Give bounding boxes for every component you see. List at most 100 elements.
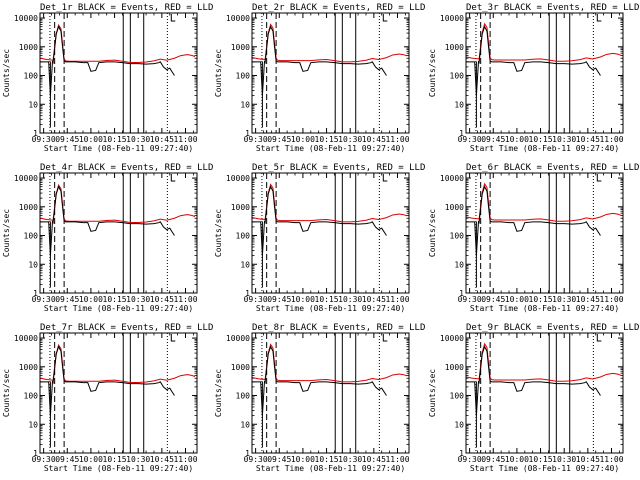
panel-title: Det_6r BLACK = Events, RED = LLD [466,163,639,173]
x-tick-label: 10:00 [79,135,103,144]
y-tick-label: 10000 [440,334,464,343]
x-tick-label: 09:30 [32,295,56,304]
y-tick-label: 10 [28,100,38,109]
y-tick-label: 100 [450,72,465,81]
x-axis-label: Start Time (08-Feb-11 09:27:40) [44,464,193,473]
x-tick-label: 10:00 [291,455,315,464]
y-axis-label: Counts/sec [214,49,223,97]
x-tick-label: 10:15 [529,455,553,464]
x-tick-label: 09:30 [244,295,268,304]
x-tick-label: 10:15 [315,455,339,464]
x-tick-label: 11:00 [385,135,409,144]
y-tick-label: 1 [459,129,464,138]
y-tick-label: 10 [28,260,38,269]
events-series-line [40,345,175,416]
panel-title: Det_7r BLACK = Events, RED = LLD [40,323,213,333]
x-tick-label: 11:00 [599,455,623,464]
bracket-mark [170,14,176,22]
x-tick-label: 11:00 [599,135,623,144]
y-tick-label: 1000 [445,363,464,372]
y-tick-label: 1000 [19,43,38,52]
x-tick-label: 10:30 [126,455,150,464]
x-tick-label: 10:15 [315,135,339,144]
x-tick-label: 10:00 [505,135,529,144]
y-tick-label: 1000 [231,363,250,372]
y-tick-label: 10 [240,420,250,429]
x-tick-label: 10:15 [103,455,127,464]
y-tick-label: 10000 [14,14,38,23]
x-tick-label: 09:45 [267,455,291,464]
y-tick-label: 1000 [231,43,250,52]
lld-series-line [466,182,622,222]
lld-series-line [252,183,408,223]
panel-title: Det_3r BLACK = Events, RED = LLD [466,3,639,13]
x-axis-label: Start Time (08-Feb-11 09:27:40) [256,304,405,313]
y-tick-label: 10000 [226,174,250,183]
detector-panel-1: Det_1r BLACK = Events, RED = LLD Counts/s… [2,3,213,153]
x-tick-label: 10:30 [338,295,362,304]
detector-panel-5: Det_5r BLACK = Events, RED = LLD Counts/s… [214,163,425,313]
x-axis-label: Start Time (08-Feb-11 09:27:40) [470,304,619,313]
x-tick-label: 10:00 [505,295,529,304]
events-series-line [252,185,387,256]
bracket-mark [382,174,388,182]
plot-frame [39,12,198,134]
y-tick-label: 10 [240,260,250,269]
detector-panel-9: Det_9r BLACK = Events, RED = LLD Counts/s… [428,323,639,473]
y-tick-label: 1000 [445,203,464,212]
x-tick-label: 09:45 [481,135,505,144]
y-tick-label: 100 [450,392,465,401]
x-tick-label: 10:30 [338,455,362,464]
lld-series-line [252,343,408,383]
x-tick-label: 10:15 [103,295,127,304]
x-axis-label: Start Time (08-Feb-11 09:27:40) [256,144,405,153]
y-tick-label: 1 [245,289,250,298]
y-tick-label: 100 [236,232,251,241]
y-tick-label: 10 [454,260,464,269]
y-tick-label: 1000 [231,203,250,212]
plot-frame [465,12,624,134]
x-tick-label: 10:30 [126,295,150,304]
x-tick-label: 10:15 [103,135,127,144]
x-axis-label: Start Time (08-Feb-11 09:27:40) [44,304,193,313]
panel-title: Det_8r BLACK = Events, RED = LLD [252,323,425,333]
x-tick-label: 10:00 [79,455,103,464]
x-tick-label: 10:45 [150,455,174,464]
x-tick-label: 10:45 [150,295,174,304]
x-tick-label: 10:45 [576,135,600,144]
detector-panel-2: Det_2r BLACK = Events, RED = LLD Counts/s… [214,3,425,153]
x-tick-label: 10:45 [150,135,174,144]
y-tick-label: 10 [454,100,464,109]
x-axis-label: Start Time (08-Feb-11 09:27:40) [470,464,619,473]
panel-title: Det_2r BLACK = Events, RED = LLD [252,3,425,13]
y-axis-label: Counts/sec [428,49,437,97]
y-axis-label: Counts/sec [2,369,11,417]
y-tick-label: 100 [236,392,251,401]
x-tick-label: 11:00 [599,295,623,304]
x-tick-label: 10:45 [362,135,386,144]
events-series-line [40,185,175,256]
x-tick-label: 11:00 [173,455,197,464]
x-tick-label: 09:45 [481,295,505,304]
y-tick-label: 1 [33,289,38,298]
y-tick-label: 1 [245,129,250,138]
detector-panel-4: Det_4r BLACK = Events, RED = LLD Counts/s… [2,163,213,313]
x-tick-label: 11:00 [385,455,409,464]
x-axis-label: Start Time (08-Feb-11 09:27:40) [44,144,193,153]
panel-title: Det_9r BLACK = Events, RED = LLD [466,323,639,333]
events-series-line [252,25,387,96]
x-axis-label: Start Time (08-Feb-11 09:27:40) [470,144,619,153]
y-tick-label: 10000 [226,14,250,23]
x-tick-label: 10:15 [529,135,553,144]
x-tick-label: 10:30 [552,455,576,464]
lld-series-line [252,23,408,63]
y-tick-label: 1 [459,449,464,458]
y-tick-label: 1000 [445,43,464,52]
x-tick-label: 09:30 [32,135,56,144]
x-tick-label: 10:15 [315,295,339,304]
y-tick-label: 10 [28,420,38,429]
bracket-mark [596,174,602,182]
x-tick-label: 10:45 [576,455,600,464]
x-tick-label: 10:00 [291,295,315,304]
